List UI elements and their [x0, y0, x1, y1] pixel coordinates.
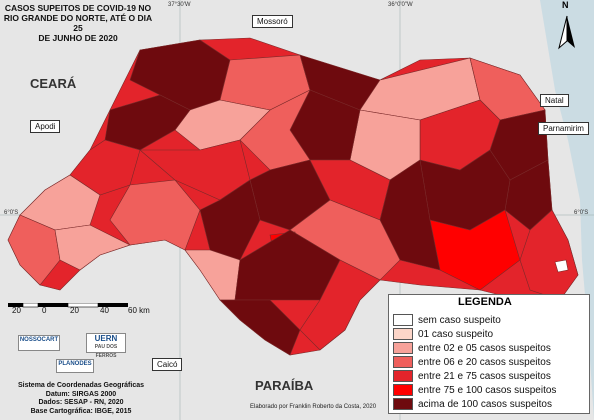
legend-swatch: [393, 328, 413, 340]
legend-item: entre 21 e 75 casos suspeitos: [393, 370, 551, 382]
city-label-mossoro: Mossoró: [252, 15, 293, 28]
legend-swatch: [393, 356, 413, 368]
scale-tick: 20: [12, 306, 21, 315]
map-title-line-1: CASOS SUPEITOS DE COVID-19 NO: [4, 3, 152, 13]
crs-line-4: Base Cartográfica: IBGE, 2015: [30, 407, 132, 415]
legend-label: entre 21 e 75 casos suspeitos: [418, 370, 551, 382]
north-arrow-icon: [558, 15, 575, 50]
legend-label: entre 06 e 20 casos suspeitos: [418, 356, 551, 368]
coord-lon-east: 36°0'0"W: [388, 2, 413, 8]
scale-tick: 60 km: [128, 306, 150, 315]
map-title: CASOS SUPEITOS DE COVID-19 NO RIO GRANDE…: [2, 3, 154, 43]
north-arrow-label: N: [562, 0, 569, 10]
legend-item: acima de 100 casos suspeitos: [393, 398, 552, 410]
legend-label: entre 02 e 05 casos suspeitos: [418, 342, 551, 354]
legend-swatch: [393, 370, 413, 382]
city-label-parnamirim: Parnamirim: [538, 122, 589, 135]
scale-tick: 40: [100, 306, 109, 315]
map-title-line-2: RIO GRANDE DO NORTE, ATÉ O DIA 25: [3, 13, 153, 33]
legend-item: sem caso suspeito: [393, 314, 501, 326]
coord-lat-east: 6°0'S: [574, 210, 589, 216]
legend-item: 01 caso suspeito: [393, 328, 493, 340]
coord-lat-west: 6°0'S: [4, 210, 19, 216]
legend-item: entre 02 e 05 casos suspeitos: [393, 342, 551, 354]
crs-info: Sistema de Coordenadas Geográficas Datum…: [6, 382, 156, 416]
legend-swatch: [393, 314, 413, 326]
legend-item: entre 75 e 100 casos suspeitos: [393, 384, 556, 396]
rn-municipalities: [7, 37, 579, 356]
uern-logo: UERN PAU DOS FERROS: [86, 333, 126, 359]
coord-lon-west: 37°30'W: [168, 2, 191, 8]
crs-line-2: Datum: SIRGAS 2000: [45, 390, 117, 398]
crs-line-3: Dados: SESAP - RN, 2020: [38, 399, 124, 406]
municipality-seridó: [219, 299, 301, 356]
legend-swatch: [393, 398, 413, 410]
city-label-natal: Natal: [540, 94, 569, 107]
scale-tick: 0: [42, 306, 47, 315]
city-label-apodi: Apodi: [30, 120, 61, 133]
municipality-z: [299, 259, 381, 351]
legend-label: acima de 100 casos suspeitos: [418, 398, 552, 410]
municipality-no-case-east: [554, 259, 569, 273]
legend-swatch: [393, 342, 413, 354]
nossocart-logo: NOSSOCART: [18, 335, 60, 351]
map-title-line-3: DE JUNHO DE 2020: [38, 33, 118, 43]
municipality-e: [519, 209, 579, 301]
municipality-p: [54, 224, 131, 271]
legend-label: entre 75 e 100 casos suspeitos: [418, 384, 557, 396]
logos-block: NOSSOCART UERN PAU DOS FERROS PLANODES: [18, 333, 138, 373]
scale-bar: [8, 303, 128, 308]
legend-swatch: [393, 384, 413, 396]
region-label-ceara: CEARÁ: [30, 76, 77, 91]
legend-item: entre 06 e 20 casos suspeitos: [393, 356, 551, 368]
region-label-paraiba: PARAÍBA: [255, 378, 314, 393]
legend-title: LEGENDA: [458, 296, 512, 308]
crs-line-1: Sistema de Coordenadas Geográficas: [17, 382, 145, 389]
planodes-logo: PLANODES: [56, 359, 94, 373]
legend-label: sem caso suspeito: [418, 314, 501, 326]
municipality-q: [109, 179, 201, 251]
scale-tick: 20: [70, 306, 79, 315]
city-label-caico: Caicó: [152, 358, 183, 371]
legend-label: 01 caso suspeito: [418, 328, 494, 340]
map-credits: Elaborado por Franklin Roberto da Costa,…: [250, 404, 377, 410]
legend-box: [388, 294, 590, 414]
